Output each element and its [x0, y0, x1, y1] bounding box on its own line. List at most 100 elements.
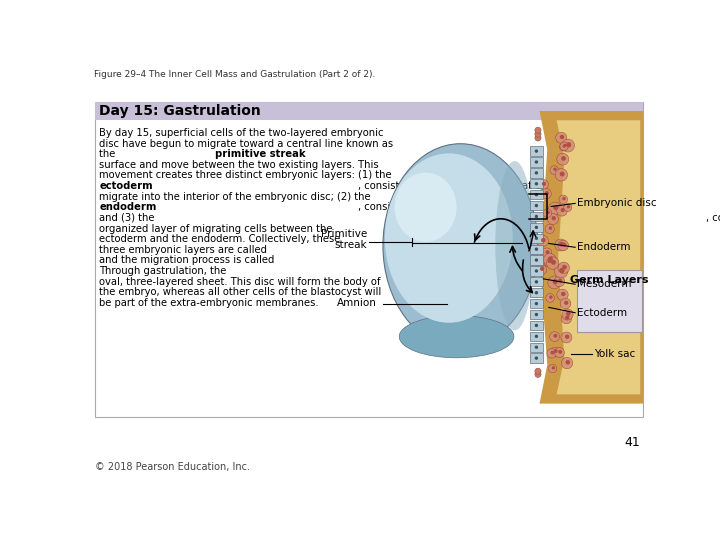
Circle shape: [550, 347, 559, 356]
Text: endoderm: endoderm: [99, 202, 157, 212]
Circle shape: [544, 253, 556, 266]
Text: organized layer of migrating cells between the: organized layer of migrating cells betwe…: [99, 224, 333, 234]
Circle shape: [563, 144, 567, 147]
Bar: [530, 222, 543, 232]
Circle shape: [535, 160, 538, 164]
Bar: [577, 271, 642, 332]
Bar: [530, 157, 543, 167]
Text: Figure 29–4 The Inner Cell Mass and Gastrulation (Part 2 of 2).: Figure 29–4 The Inner Cell Mass and Gast…: [94, 70, 375, 79]
Circle shape: [562, 242, 566, 247]
Circle shape: [535, 182, 538, 185]
Circle shape: [561, 292, 565, 296]
Circle shape: [567, 205, 570, 208]
Text: , consisting of the poorly: , consisting of the poorly: [706, 213, 720, 223]
Circle shape: [544, 257, 554, 267]
Circle shape: [535, 171, 538, 174]
Circle shape: [553, 205, 558, 210]
Circle shape: [562, 309, 573, 320]
Ellipse shape: [495, 161, 534, 330]
Circle shape: [535, 237, 538, 240]
Circle shape: [545, 224, 554, 233]
Circle shape: [552, 216, 556, 220]
Circle shape: [552, 366, 555, 369]
Circle shape: [555, 168, 567, 181]
Circle shape: [535, 269, 538, 273]
Text: Primitive
streak: Primitive streak: [321, 229, 367, 251]
Circle shape: [554, 276, 564, 287]
Text: migrate into the interior of the embryonic disc; (2) the: migrate into the interior of the embryon…: [99, 192, 371, 202]
Circle shape: [558, 240, 569, 251]
Circle shape: [546, 257, 559, 269]
Circle shape: [554, 349, 558, 353]
Circle shape: [535, 127, 541, 133]
Text: Through gastrulation, the: Through gastrulation, the: [99, 266, 230, 276]
Circle shape: [562, 139, 575, 152]
Circle shape: [551, 260, 556, 265]
Bar: [530, 168, 543, 178]
Circle shape: [547, 213, 559, 225]
Circle shape: [561, 332, 572, 343]
Circle shape: [557, 153, 569, 165]
Circle shape: [535, 324, 538, 327]
Circle shape: [558, 350, 562, 354]
Circle shape: [537, 235, 549, 247]
Text: disc have begun to migrate toward a central line known as: disc have begun to migrate toward a cent…: [99, 139, 393, 148]
Circle shape: [549, 332, 559, 341]
Bar: [530, 212, 543, 221]
Circle shape: [535, 215, 538, 218]
Circle shape: [559, 172, 564, 177]
Ellipse shape: [383, 144, 538, 348]
Bar: [530, 179, 543, 188]
Circle shape: [535, 368, 541, 374]
Circle shape: [541, 188, 552, 199]
Bar: [530, 146, 543, 156]
Circle shape: [535, 280, 538, 284]
Text: ectoderm and the endoderm. Collectively, these: ectoderm and the endoderm. Collectively,…: [99, 234, 341, 244]
Circle shape: [564, 301, 568, 305]
Circle shape: [560, 142, 568, 151]
Text: primitive streak: primitive streak: [215, 149, 306, 159]
Circle shape: [549, 295, 553, 299]
Circle shape: [565, 316, 570, 320]
Bar: [530, 234, 543, 243]
Circle shape: [547, 259, 552, 263]
Circle shape: [548, 276, 561, 289]
Text: Endoderm: Endoderm: [577, 242, 630, 252]
Circle shape: [559, 195, 567, 204]
Bar: [530, 245, 543, 254]
Bar: [530, 266, 543, 275]
Text: By day 15, superficial cells of the two-layered embryonic: By day 15, superficial cells of the two-…: [99, 128, 384, 138]
Bar: [530, 342, 543, 352]
Text: Ectoderm: Ectoderm: [577, 308, 627, 318]
Text: Mesoderm: Mesoderm: [577, 279, 631, 289]
Circle shape: [562, 197, 566, 200]
Text: Embryonic disc: Embryonic disc: [577, 198, 657, 208]
Circle shape: [535, 372, 541, 377]
Circle shape: [554, 334, 557, 338]
Circle shape: [540, 267, 544, 271]
Circle shape: [561, 156, 566, 161]
Circle shape: [535, 150, 538, 153]
Circle shape: [561, 208, 565, 212]
Circle shape: [535, 247, 538, 251]
Ellipse shape: [395, 173, 456, 242]
Bar: [530, 288, 543, 298]
Circle shape: [545, 191, 549, 195]
Circle shape: [559, 242, 564, 247]
Circle shape: [552, 279, 558, 284]
Circle shape: [546, 211, 550, 214]
Circle shape: [566, 142, 572, 147]
Text: 41: 41: [625, 436, 640, 449]
Circle shape: [554, 265, 568, 278]
Circle shape: [535, 193, 538, 197]
Polygon shape: [539, 111, 644, 403]
Bar: [94, 102, 644, 120]
Bar: [530, 354, 543, 363]
Circle shape: [562, 357, 573, 369]
Circle shape: [535, 302, 538, 305]
Circle shape: [543, 209, 552, 218]
Text: Day 15: Gastrulation: Day 15: Gastrulation: [99, 104, 261, 118]
Circle shape: [546, 250, 549, 254]
Text: the embryo, whereas all other cells of the blastocyst will: the embryo, whereas all other cells of t…: [99, 287, 382, 298]
Text: surface and move between the two existing layers. This: surface and move between the two existin…: [99, 160, 379, 170]
